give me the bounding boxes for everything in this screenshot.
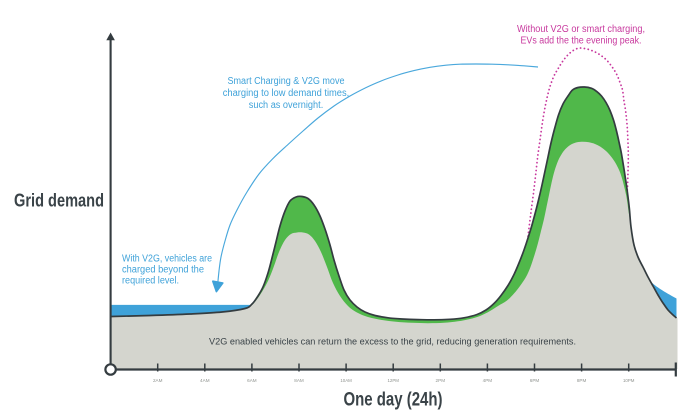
svg-text:charging to low demand times,: charging to low demand times, bbox=[223, 88, 350, 99]
svg-text:4PM: 4PM bbox=[483, 378, 493, 384]
svg-text:8PM: 8PM bbox=[577, 378, 587, 384]
svg-text:2PM: 2PM bbox=[436, 378, 446, 384]
svg-text:charged beyond the: charged beyond the bbox=[122, 264, 205, 275]
svg-text:Smart Charging & V2G move: Smart Charging & V2G move bbox=[228, 76, 346, 87]
svg-text:6PM: 6PM bbox=[530, 378, 540, 384]
svg-text:One day (24h): One day (24h) bbox=[344, 389, 443, 410]
svg-text:such as overnight.: such as overnight. bbox=[249, 100, 324, 111]
svg-text:V2G enabled vehicles can retur: V2G enabled vehicles can return the exce… bbox=[209, 337, 576, 348]
svg-text:Grid demand: Grid demand bbox=[14, 190, 104, 211]
svg-text:8AM: 8AM bbox=[294, 378, 304, 384]
svg-text:Without V2G or smart charging,: Without V2G or smart charging, bbox=[517, 24, 645, 35]
svg-text:10PM: 10PM bbox=[623, 378, 635, 384]
svg-text:required level.: required level. bbox=[122, 275, 179, 286]
svg-text:6AM: 6AM bbox=[247, 378, 257, 384]
svg-text:EVs add the the evening peak.: EVs add the the evening peak. bbox=[521, 36, 642, 47]
svg-text:4AM: 4AM bbox=[200, 378, 210, 384]
svg-text:12PM: 12PM bbox=[387, 378, 399, 384]
svg-text:With V2G, vehicles are: With V2G, vehicles are bbox=[122, 253, 212, 264]
svg-text:10AM: 10AM bbox=[340, 378, 352, 384]
svg-text:2AM: 2AM bbox=[153, 378, 163, 384]
